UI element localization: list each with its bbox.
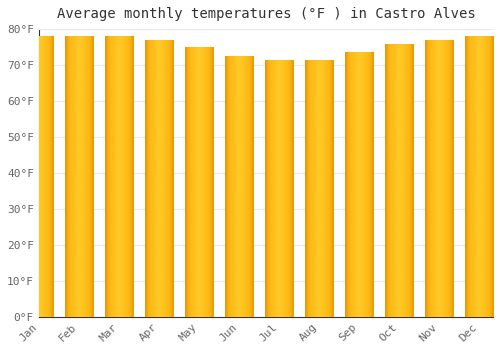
Title: Average monthly temperatures (°F ) in Castro Alves: Average monthly temperatures (°F ) in Ca… — [56, 7, 476, 21]
